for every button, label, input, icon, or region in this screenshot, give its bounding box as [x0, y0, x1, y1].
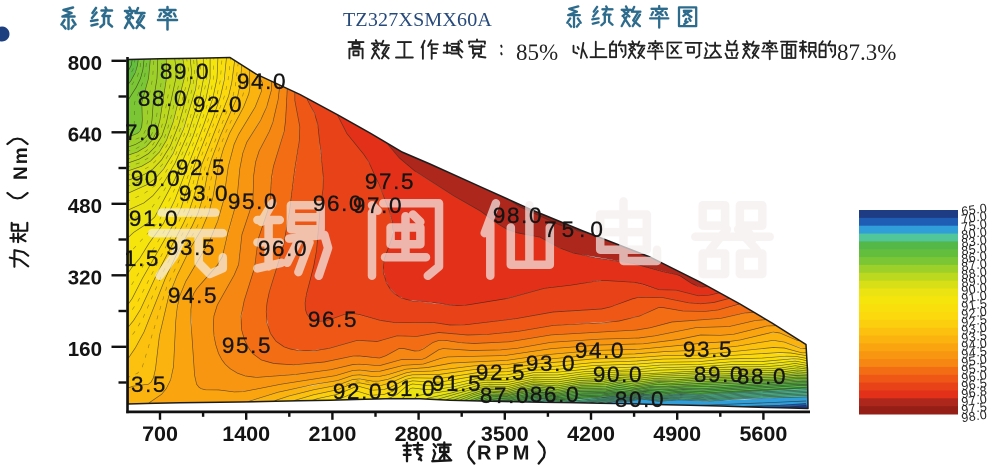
svg-text:94.0: 94.0 — [960, 336, 988, 353]
svg-text:75.0: 75.0 — [960, 217, 988, 234]
svg-text:92.5: 92.5 — [176, 155, 226, 180]
svg-text:94.5: 94.5 — [168, 283, 218, 308]
svg-text:85%: 85% — [516, 40, 558, 65]
svg-text:92.0: 92.0 — [960, 304, 988, 321]
svg-text:800: 800 — [68, 52, 102, 75]
svg-text:75.0: 75.0 — [544, 217, 608, 242]
svg-text:3.5: 3.5 — [131, 372, 167, 397]
svg-text:96.8: 96.8 — [960, 384, 988, 401]
svg-text:93.5: 93.5 — [960, 328, 988, 345]
svg-text:91.0: 91.0 — [386, 376, 436, 401]
svg-text:Nm: Nm — [11, 145, 32, 180]
svg-text:95.0: 95.0 — [960, 352, 988, 369]
svg-text:95.0: 95.0 — [228, 189, 278, 214]
svg-text:98.0: 98.0 — [493, 203, 543, 228]
svg-text:86.0: 86.0 — [530, 382, 580, 407]
svg-text:80.0: 80.0 — [615, 387, 665, 412]
svg-text:89.0: 89.0 — [694, 362, 744, 387]
svg-text:2100: 2100 — [308, 422, 356, 446]
svg-text:96.0: 96.0 — [258, 236, 308, 261]
svg-text:91.5: 91.5 — [960, 296, 988, 313]
svg-text:1.5: 1.5 — [124, 246, 160, 271]
svg-text:91.0: 91.0 — [129, 206, 179, 231]
svg-text:88.0: 88.0 — [737, 364, 787, 389]
svg-text:86.0: 86.0 — [960, 249, 988, 266]
svg-text:65.0: 65.0 — [960, 201, 988, 218]
svg-text:92.0: 92.0 — [333, 379, 383, 404]
svg-text:96.0: 96.0 — [313, 191, 363, 216]
svg-text:87.0: 87.0 — [480, 383, 530, 408]
svg-text:92.0: 92.0 — [193, 92, 243, 117]
svg-text:93.5: 93.5 — [166, 235, 216, 260]
svg-text:91.0: 91.0 — [960, 288, 988, 305]
svg-text:96.0: 96.0 — [960, 368, 988, 385]
svg-text:3500: 3500 — [481, 422, 529, 446]
svg-text:93.0: 93.0 — [960, 320, 988, 337]
svg-text:88.0: 88.0 — [138, 86, 188, 111]
svg-text:90.0: 90.0 — [960, 280, 988, 297]
svg-text:700: 700 — [142, 422, 178, 446]
svg-text:92.5: 92.5 — [476, 360, 526, 385]
svg-text:94.5: 94.5 — [960, 344, 988, 361]
svg-text:80.0: 80.0 — [960, 225, 988, 242]
svg-text:97.0: 97.0 — [960, 392, 988, 409]
svg-text:93.5: 93.5 — [683, 337, 733, 362]
svg-text:89.0: 89.0 — [960, 273, 988, 290]
svg-text:91.5: 91.5 — [432, 371, 482, 396]
svg-text:97.5: 97.5 — [365, 169, 415, 194]
svg-text:93.0: 93.0 — [526, 351, 576, 376]
svg-text:89.0: 89.0 — [160, 59, 210, 84]
svg-text:640: 640 — [68, 124, 102, 147]
svg-text:70.0: 70.0 — [960, 209, 988, 226]
svg-text:320: 320 — [68, 267, 102, 290]
svg-text:5600: 5600 — [739, 422, 787, 446]
svg-text:RPM: RPM — [477, 443, 533, 465]
svg-text:160: 160 — [68, 338, 102, 361]
svg-text:480: 480 — [68, 195, 102, 218]
svg-text:96.5: 96.5 — [308, 307, 358, 332]
svg-text:93.0: 93.0 — [179, 181, 229, 206]
svg-text:90.0: 90.0 — [593, 362, 643, 387]
svg-text:95.5: 95.5 — [960, 360, 988, 377]
svg-text:4200: 4200 — [567, 422, 615, 446]
svg-text:88.0: 88.0 — [960, 265, 988, 282]
svg-text:94.0: 94.0 — [575, 338, 625, 363]
svg-text:96.5: 96.5 — [960, 376, 988, 393]
svg-text:85.0: 85.0 — [960, 241, 988, 258]
svg-text:87.3%: 87.3% — [837, 40, 896, 65]
svg-text:94.0: 94.0 — [237, 69, 287, 94]
svg-text:7.0: 7.0 — [125, 120, 161, 145]
svg-text:87.0: 87.0 — [960, 257, 988, 274]
svg-text:97.0: 97.0 — [353, 193, 403, 218]
svg-text:92.5: 92.5 — [960, 312, 988, 329]
svg-text:TZ327XSMX60A: TZ327XSMX60A — [343, 9, 492, 31]
svg-text:98.0: 98.0 — [960, 408, 988, 425]
svg-text:1400: 1400 — [222, 422, 270, 446]
svg-text:97.5: 97.5 — [960, 400, 988, 417]
svg-text:4900: 4900 — [653, 422, 701, 446]
svg-text:90.0: 90.0 — [131, 166, 181, 191]
svg-text:95.5: 95.5 — [222, 333, 272, 358]
svg-text:83.0: 83.0 — [960, 233, 988, 250]
